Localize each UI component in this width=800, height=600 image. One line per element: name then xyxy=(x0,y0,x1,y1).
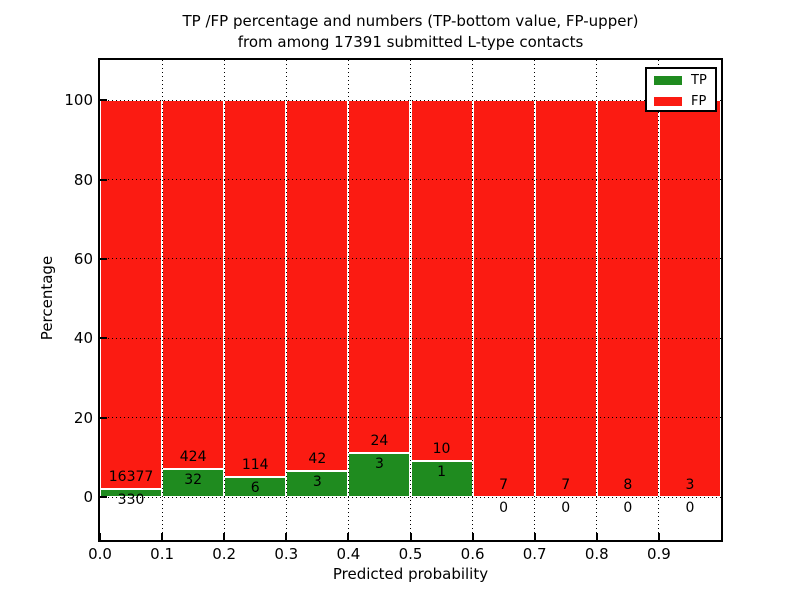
fp-count-label: 42 xyxy=(308,450,327,467)
y-gridline xyxy=(100,496,721,498)
bar-fp-segment xyxy=(286,100,349,471)
x-tick xyxy=(99,533,101,540)
y-tick xyxy=(100,99,107,102)
x-tick xyxy=(471,533,474,540)
chart-title-line1: TP /FP percentage and numbers (TP-bottom… xyxy=(182,12,639,30)
fp-count-label: 16377 xyxy=(108,469,154,486)
bar-fp-segment xyxy=(534,100,597,498)
y-tick xyxy=(100,416,107,419)
tp-count-label: 3 xyxy=(374,456,384,472)
tp-swatch-icon xyxy=(654,76,682,85)
x-tick-label: 0.0 xyxy=(88,545,112,563)
y-tick xyxy=(100,496,107,499)
y-tick xyxy=(100,178,107,181)
bar-tp-segment xyxy=(410,461,473,498)
y-tick xyxy=(100,257,107,260)
x-tick xyxy=(657,533,660,540)
fp-count-label: 114 xyxy=(241,457,269,474)
legend: TP FP xyxy=(645,67,717,112)
legend-row-tp: TP xyxy=(647,71,715,90)
x-tick-label: 0.1 xyxy=(150,545,175,563)
tp-count-label: 6 xyxy=(250,480,260,497)
x-gridline xyxy=(472,60,474,540)
y-gridline xyxy=(100,258,721,260)
x-tick-label: 0.5 xyxy=(398,545,423,563)
x-tick xyxy=(533,533,536,540)
x-gridline xyxy=(534,60,536,540)
bar-fp-segment xyxy=(410,100,473,462)
legend-row-fp: FP xyxy=(647,92,715,111)
x-tick xyxy=(409,533,412,540)
x-gridline xyxy=(347,60,349,540)
legend-label-fp: FP xyxy=(691,94,707,109)
y-tick xyxy=(100,337,107,340)
tp-count-label: 0 xyxy=(623,500,633,517)
x-gridline xyxy=(410,60,411,540)
fp-count-label: 24 xyxy=(370,433,389,449)
y-tick-label: 80 xyxy=(73,170,93,189)
x-tick xyxy=(161,533,164,540)
x-tick xyxy=(595,533,598,540)
tp-count-label: 0 xyxy=(685,500,695,517)
bar-fp-segment xyxy=(224,100,287,478)
x-gridline xyxy=(658,60,660,540)
x-tick-label: 0.2 xyxy=(212,545,237,563)
fp-count-label: 7 xyxy=(499,477,509,494)
y-gridline xyxy=(100,417,721,419)
x-tick-label: 0.9 xyxy=(646,545,671,563)
tp-count-label: 1 xyxy=(437,464,446,481)
bar-fp-segment xyxy=(596,100,659,498)
tp-count-label: 0 xyxy=(561,500,571,517)
fp-count-label: 8 xyxy=(623,477,633,494)
legend-label-tp: TP xyxy=(691,73,707,88)
bar-fp-segment xyxy=(472,100,535,498)
bar-fp-segment xyxy=(162,100,225,470)
x-tick-label: 0.3 xyxy=(274,545,299,563)
y-tick-label: 40 xyxy=(73,329,93,348)
fp-count-label: 7 xyxy=(561,477,571,494)
x-tick-label: 0.6 xyxy=(460,545,485,563)
fp-count-label: 10 xyxy=(432,441,451,458)
fp-count-label: 3 xyxy=(685,477,695,494)
tp-count-label: 32 xyxy=(184,472,203,489)
tp-count-label: 3 xyxy=(312,473,322,490)
x-tick xyxy=(347,533,350,540)
x-tick-label: 0.4 xyxy=(336,545,361,563)
y-gridline xyxy=(100,179,721,180)
chart-title: TP /FP percentage and numbers (TP-bottom… xyxy=(98,11,723,53)
bar-tp-segment xyxy=(286,470,349,498)
x-gridline xyxy=(161,60,163,540)
y-tick-label: 100 xyxy=(64,91,93,110)
chart-title-line2: from among 17391 submitted L-type contac… xyxy=(237,33,584,51)
y-gridline xyxy=(100,337,721,339)
fp-swatch-icon xyxy=(654,97,682,106)
x-tick-label: 0.8 xyxy=(584,545,609,563)
x-axis-label: Predicted probability xyxy=(332,565,489,583)
x-gridline xyxy=(223,60,225,540)
y-tick-label: 20 xyxy=(73,408,93,427)
bar-tp-segment xyxy=(100,489,163,498)
fp-count-label: 424 xyxy=(179,449,207,466)
bar-fp-segment xyxy=(658,100,721,498)
tp-count-label: 0 xyxy=(499,500,509,517)
y-tick-label: 60 xyxy=(73,249,93,268)
x-gridline xyxy=(596,60,598,540)
x-tick xyxy=(285,533,288,540)
y-gridline xyxy=(100,99,721,101)
x-tick xyxy=(223,533,226,540)
x-gridline xyxy=(285,60,287,540)
bar-fp-segment xyxy=(348,100,411,453)
bar-fp-segment xyxy=(100,100,163,490)
y-axis-label: Percentage xyxy=(38,255,56,341)
y-tick-label: 0 xyxy=(83,488,93,507)
tp-count-label: 330 xyxy=(117,492,145,509)
x-tick-label: 0.7 xyxy=(522,545,547,563)
bar-tp-segment xyxy=(348,453,411,498)
